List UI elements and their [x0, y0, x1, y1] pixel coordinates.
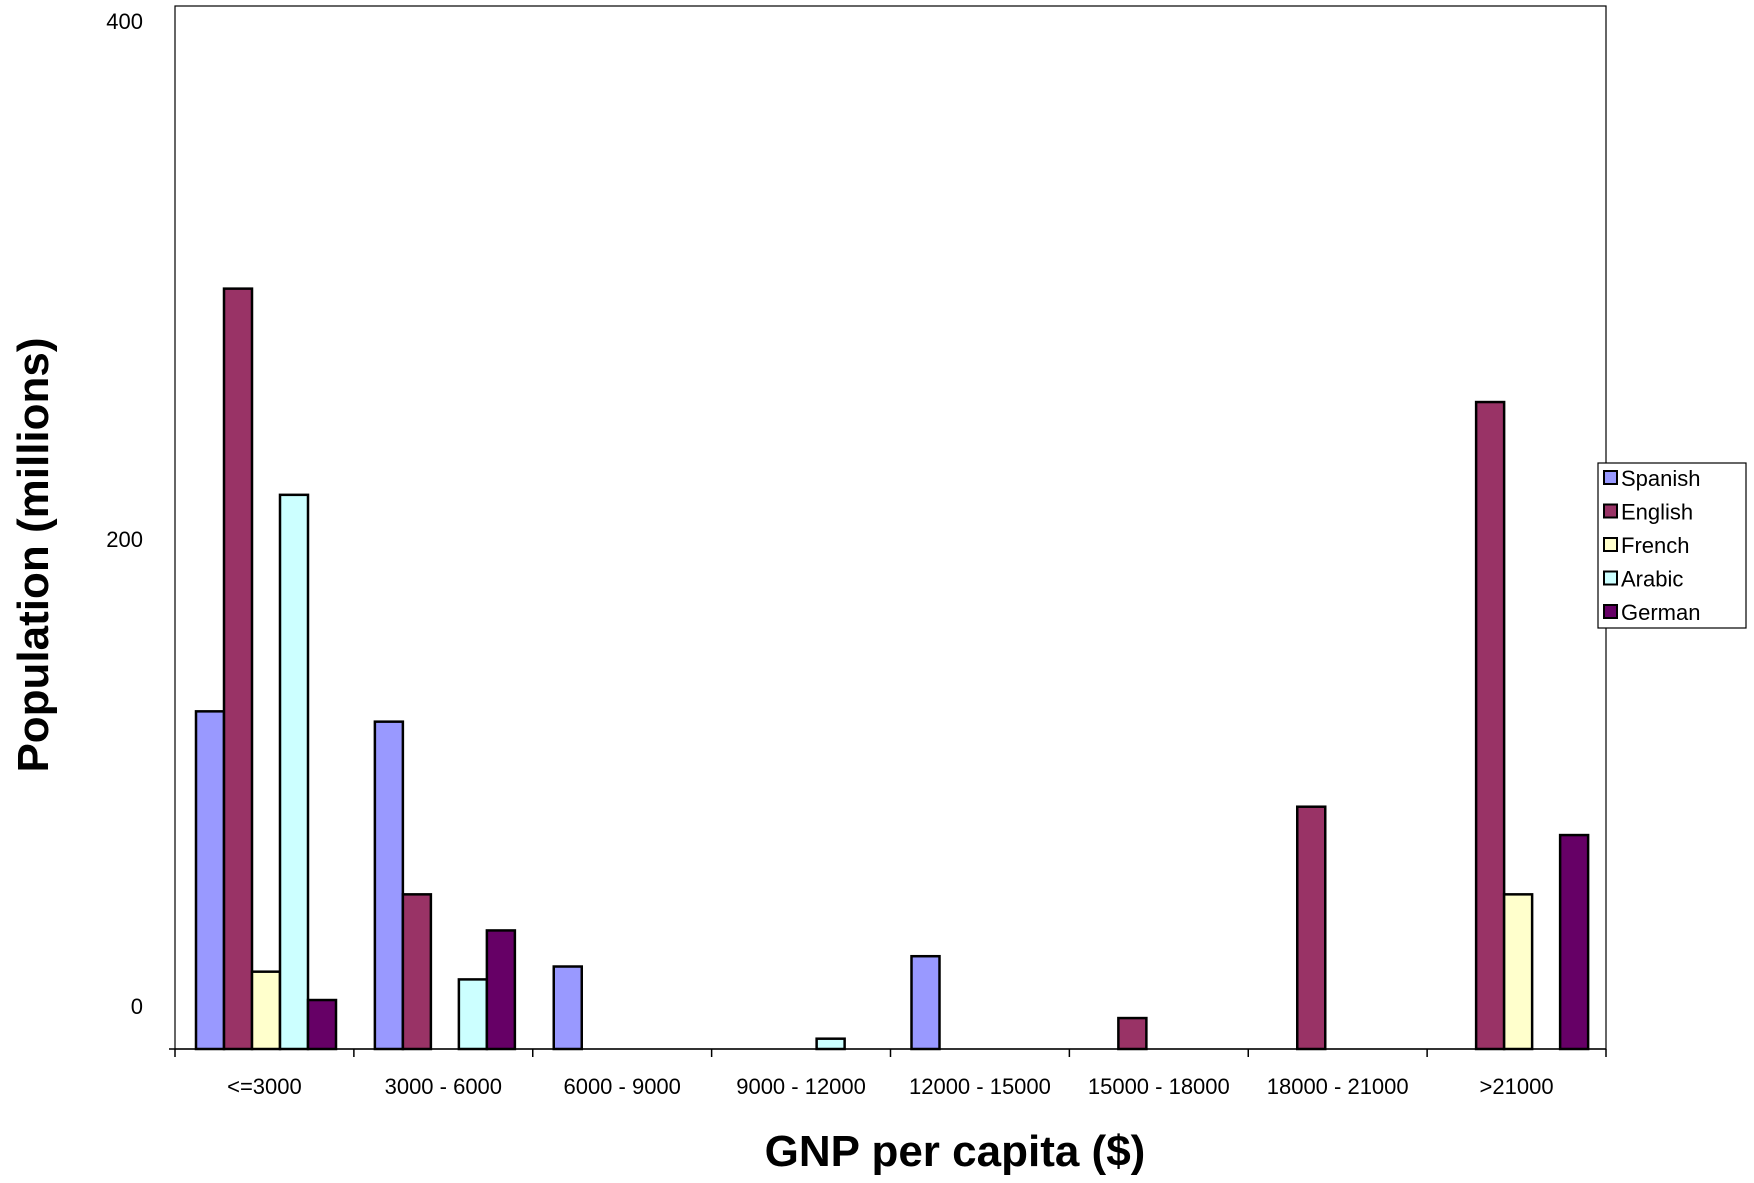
bar-english-1 [401, 893, 433, 1051]
x-tick-label: 15000 - 18000 [1088, 1074, 1230, 1099]
y-tick-label: 200 [106, 527, 143, 552]
y-tick-label: 0 [131, 994, 143, 1019]
legend-label-german: German [1621, 600, 1700, 625]
x-tick-label: 3000 - 6000 [385, 1074, 502, 1099]
legend-swatch-spanish [1603, 470, 1618, 485]
x-tick-label: 9000 - 12000 [736, 1074, 866, 1099]
legend-label-arabic: Arabic [1621, 567, 1683, 592]
x-tick-label: 18000 - 21000 [1267, 1074, 1409, 1099]
x-tick-label: <=3000 [227, 1074, 302, 1099]
bar-english-7 [1474, 400, 1506, 1051]
legend-box [1597, 462, 1747, 629]
plot-frame [174, 5, 1607, 1050]
x-tick-label: >21000 [1480, 1074, 1554, 1099]
bar-german-1 [485, 929, 517, 1051]
legend-label-spanish: Spanish [1621, 466, 1701, 491]
plot-area [174, 5, 1607, 1050]
bar-french-7 [1502, 893, 1534, 1051]
x-tick-label: 12000 - 15000 [909, 1074, 1051, 1099]
legend: Spanish English French Arabic German [1597, 462, 1747, 629]
bar-german-7 [1558, 833, 1590, 1051]
bar-arabic-0 [278, 493, 310, 1051]
bar-arabic-1 [457, 978, 489, 1051]
legend-swatch-german [1603, 604, 1618, 619]
legend-swatch-english [1603, 503, 1618, 519]
legend-swatch-french [1603, 537, 1618, 552]
bar-french-0 [250, 970, 282, 1051]
y-axis-title: Population (millions) [9, 337, 58, 772]
legend-swatch-arabic [1603, 570, 1618, 586]
bar-english-5 [1117, 1016, 1148, 1051]
bar-arabic-3 [815, 1037, 846, 1051]
bar-english-6 [1296, 805, 1327, 1051]
bar-german-0 [306, 998, 338, 1051]
y-tick-label: 400 [106, 9, 143, 34]
y-tick-labels: 0 200 400 [106, 9, 143, 1019]
x-tick-label: 6000 - 9000 [563, 1074, 680, 1099]
legend-label-english: English [1621, 500, 1693, 525]
x-axis-title: GNP per capita ($) [765, 1127, 1146, 1176]
legend-label-french: French [1621, 533, 1689, 558]
bar-spanish-2 [552, 965, 583, 1051]
bars [194, 287, 1590, 1051]
axes [169, 1048, 1607, 1057]
bar-english-0 [222, 287, 254, 1051]
bar-spanish-4 [910, 954, 941, 1051]
bar-spanish-1 [373, 720, 405, 1051]
x-tick-labels: <=3000 3000 - 6000 6000 - 9000 9000 - 12000… [227, 1074, 1553, 1099]
bar-spanish-0 [194, 710, 226, 1051]
